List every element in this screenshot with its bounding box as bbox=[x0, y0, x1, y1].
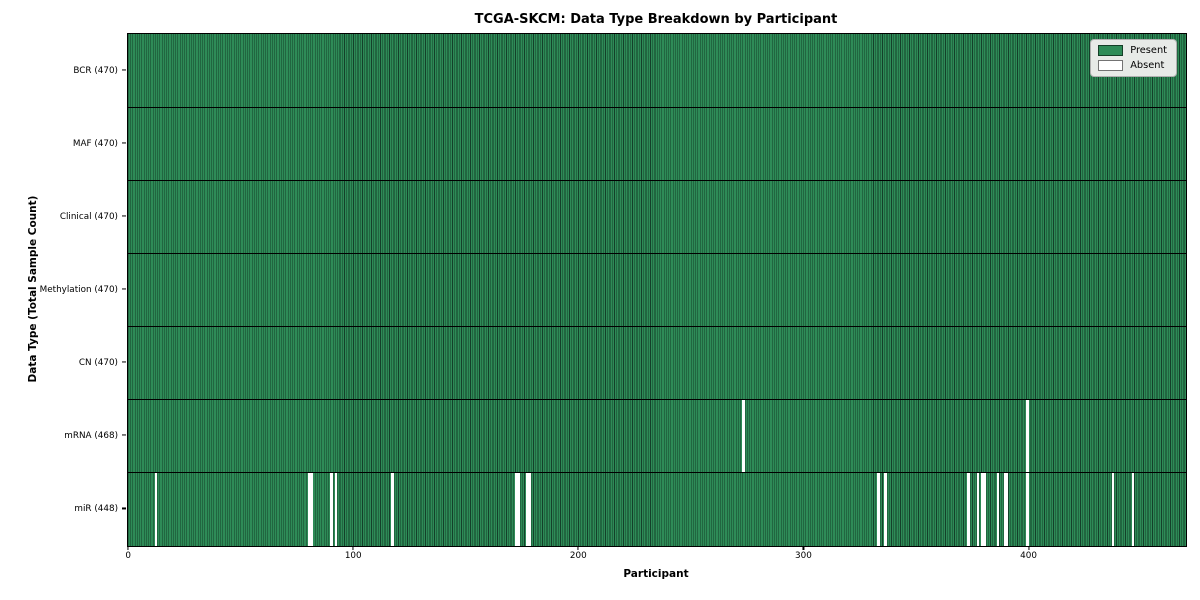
row-separator bbox=[128, 179, 1186, 181]
x-tick-label: 100 bbox=[344, 551, 362, 561]
absent-gap bbox=[515, 472, 518, 546]
absent-gap bbox=[884, 472, 887, 546]
y-tick-mark bbox=[122, 507, 126, 509]
x-tick-label: 200 bbox=[569, 551, 587, 561]
absent-gap bbox=[517, 472, 520, 546]
heatmap-plot-area: Present Absent bbox=[127, 33, 1187, 547]
absent-gap bbox=[1111, 472, 1115, 546]
absent-gap bbox=[330, 472, 333, 546]
legend-absent-label: Absent bbox=[1130, 60, 1165, 71]
x-tick-mark bbox=[802, 546, 804, 551]
y-tick-label: Clinical (470) bbox=[59, 211, 118, 222]
row-separator bbox=[128, 399, 1186, 401]
absent-gap bbox=[334, 472, 338, 546]
absent-gap bbox=[996, 472, 1000, 546]
heatmap-row-bcr bbox=[128, 34, 1186, 108]
y-tick-mark bbox=[122, 69, 126, 71]
row-separator bbox=[128, 252, 1186, 255]
absent-gap bbox=[310, 472, 313, 546]
absent-gap bbox=[307, 472, 311, 546]
absent-gap bbox=[742, 399, 745, 473]
absent-gap bbox=[1003, 472, 1007, 546]
chart-title: TCGA-SKCM: Data Type Breakdown by Partic… bbox=[474, 12, 838, 27]
absent-gap bbox=[154, 472, 158, 546]
x-tick-mark bbox=[127, 546, 129, 551]
heatmap-row-cn bbox=[128, 326, 1186, 400]
x-tick-label: 0 bbox=[125, 551, 131, 561]
y-tick-label: MAF (470) bbox=[72, 138, 118, 149]
y-tick-mark bbox=[122, 142, 126, 144]
legend-item-present: Present bbox=[1098, 45, 1167, 56]
y-tick-label: Methylation (470) bbox=[39, 285, 118, 295]
y-tick-label: CN (470) bbox=[78, 358, 118, 369]
absent-gap bbox=[528, 472, 532, 546]
absent-gap bbox=[983, 472, 986, 546]
y-tick-label: miR (448) bbox=[74, 504, 118, 515]
absent-gap bbox=[1131, 472, 1135, 546]
absent-gap bbox=[391, 472, 394, 546]
heatmap-row-maf bbox=[128, 107, 1186, 181]
legend: Present Absent bbox=[1090, 39, 1177, 77]
absent-gap bbox=[976, 472, 980, 546]
row-separator bbox=[128, 472, 1186, 474]
absent-gap bbox=[526, 472, 529, 546]
legend-present-label: Present bbox=[1130, 45, 1167, 56]
heatmap-row-mir bbox=[128, 472, 1186, 546]
absent-gap bbox=[967, 472, 971, 546]
x-tick-mark bbox=[1028, 546, 1030, 551]
row-separator bbox=[128, 325, 1186, 328]
absent-gap bbox=[1005, 472, 1009, 546]
y-tick-label: mRNA (468) bbox=[64, 431, 118, 442]
present-swatch bbox=[1098, 45, 1124, 56]
x-tick-mark bbox=[352, 546, 354, 551]
absent-swatch bbox=[1098, 60, 1124, 71]
x-tick-mark bbox=[577, 546, 579, 551]
heatmap-row-mrna bbox=[128, 399, 1186, 473]
y-tick-label: BCR (470) bbox=[73, 65, 118, 76]
heatmap-row-clinical bbox=[128, 180, 1186, 254]
absent-gap bbox=[877, 472, 880, 546]
absent-gap bbox=[981, 472, 984, 546]
y-tick-mark bbox=[122, 434, 126, 436]
absent-gap bbox=[1026, 472, 1029, 546]
absent-gap bbox=[1026, 399, 1029, 473]
x-axis-label: Participant bbox=[623, 568, 689, 580]
x-tick-label: 300 bbox=[795, 551, 812, 561]
x-tick-label: 400 bbox=[1020, 551, 1037, 561]
y-tick-mark bbox=[122, 361, 126, 363]
row-separator bbox=[128, 106, 1186, 108]
y-tick-mark bbox=[122, 215, 126, 217]
heatmap-row-methylation bbox=[128, 253, 1186, 327]
y-tick-mark bbox=[122, 288, 126, 290]
legend-item-absent: Absent bbox=[1098, 60, 1167, 71]
